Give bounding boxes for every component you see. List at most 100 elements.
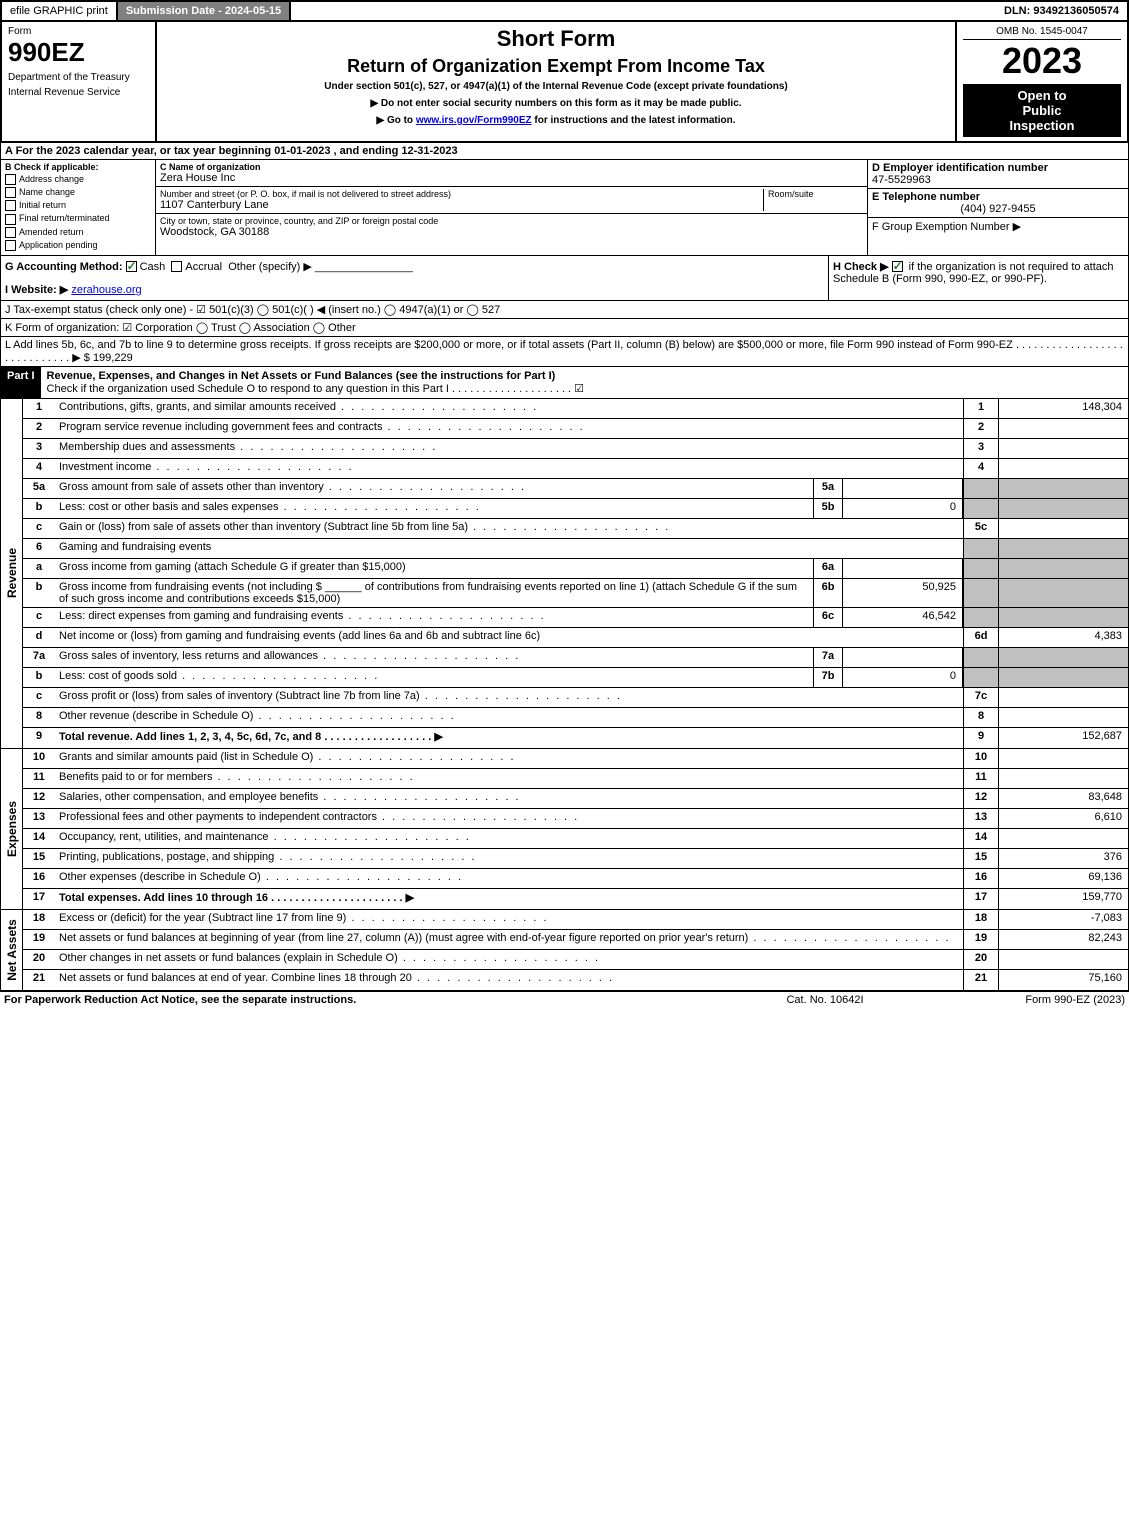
- checkbox-initial-return[interactable]: Initial return: [5, 200, 151, 211]
- phone-value: (404) 927-9455: [872, 203, 1124, 215]
- line-12-value: 83,648: [998, 789, 1128, 808]
- instruction-link: ▶ Go to www.irs.gov/Form990EZ for instru…: [163, 115, 949, 126]
- line-6b-value: 50,925: [843, 579, 963, 607]
- line-15-value: 376: [998, 849, 1128, 868]
- room-suite-label: Room/suite: [763, 189, 863, 211]
- info-block: B Check if applicable: Address change Na…: [0, 160, 1129, 256]
- street-address: 1107 Canterbury Lane: [160, 199, 763, 211]
- row-l-text: L Add lines 5b, 6c, and 7b to line 9 to …: [5, 339, 1123, 364]
- line-6-text: Gaming and fundraising events: [55, 539, 963, 558]
- expenses-section: Expenses 10Grants and similar amounts pa…: [0, 749, 1129, 910]
- row-k: K Form of organization: ☑ Corporation ◯ …: [0, 319, 1129, 337]
- checkbox-amended-return[interactable]: Amended return: [5, 227, 151, 238]
- line-19-text: Net assets or fund balances at beginning…: [55, 930, 963, 949]
- form-number: 990EZ: [8, 37, 149, 68]
- netassets-side-label: Net Assets: [5, 919, 19, 981]
- section-a: A For the 2023 calendar year, or tax yea…: [0, 143, 1129, 160]
- footer-left: For Paperwork Reduction Act Notice, see …: [4, 994, 725, 1006]
- part-1-header: Part I Revenue, Expenses, and Changes in…: [0, 367, 1129, 399]
- checkbox-name-change[interactable]: Name change: [5, 187, 151, 198]
- line-21-value: 75,160: [998, 970, 1128, 990]
- dln-label: DLN: 93492136050574: [996, 2, 1127, 20]
- line-13-value: 6,610: [998, 809, 1128, 828]
- section-a-text: A For the 2023 calendar year, or tax yea…: [5, 145, 458, 157]
- line-20-text: Other changes in net assets or fund bala…: [55, 950, 963, 969]
- line-9-value: 152,687: [998, 728, 1128, 748]
- line-5a-text: Gross amount from sale of assets other t…: [55, 479, 813, 498]
- short-form-title: Short Form: [163, 26, 949, 52]
- org-name: Zera House Inc: [160, 172, 863, 184]
- line-12-text: Salaries, other compensation, and employ…: [55, 789, 963, 808]
- line-6c-value: 46,542: [843, 608, 963, 627]
- row-i: I Website: ▶ zerahouse.org: [5, 283, 824, 296]
- part-1-label: Part I: [1, 367, 41, 398]
- instr-pre: ▶ Go to: [376, 115, 415, 126]
- revenue-side-label: Revenue: [5, 548, 19, 598]
- checkbox-address-change[interactable]: Address change: [5, 174, 151, 185]
- row-h: H Check ▶ if the organization is not req…: [828, 256, 1128, 300]
- open-line1: Open to: [967, 88, 1117, 103]
- line-7a-text: Gross sales of inventory, less returns a…: [55, 648, 813, 667]
- efile-label[interactable]: efile GRAPHIC print: [2, 2, 118, 20]
- website-label: I Website: ▶: [5, 284, 68, 296]
- revenue-section: Revenue 1Contributions, gifts, grants, a…: [0, 399, 1129, 749]
- part-1-sub: Check if the organization used Schedule …: [47, 383, 585, 395]
- row-l: L Add lines 5b, 6c, and 7b to line 9 to …: [0, 337, 1129, 367]
- expenses-side-label: Expenses: [5, 801, 19, 857]
- instr-post: for instructions and the latest informat…: [532, 115, 736, 126]
- line-21-text: Net assets or fund balances at end of ye…: [55, 970, 963, 990]
- open-line2: Public: [967, 103, 1117, 118]
- open-inspection-box: Open to Public Inspection: [963, 84, 1121, 137]
- instruction-ssn: ▶ Do not enter social security numbers o…: [163, 98, 949, 109]
- other-specify: Other (specify) ▶: [228, 261, 312, 273]
- line-10-text: Grants and similar amounts paid (list in…: [55, 749, 963, 768]
- line-11-text: Benefits paid to or for members: [55, 769, 963, 788]
- ein-label: D Employer identification number: [872, 162, 1048, 174]
- website-link[interactable]: zerahouse.org: [71, 284, 141, 296]
- part-1-title: Revenue, Expenses, and Changes in Net As…: [47, 370, 556, 382]
- line-18-text: Excess or (deficit) for the year (Subtra…: [55, 910, 963, 929]
- dept-irs: Internal Revenue Service: [8, 87, 149, 98]
- form-header: Form 990EZ Department of the Treasury In…: [0, 22, 1129, 143]
- irs-link[interactable]: www.irs.gov/Form990EZ: [416, 115, 532, 126]
- page-footer: For Paperwork Reduction Act Notice, see …: [0, 991, 1129, 1008]
- checkbox-accrual[interactable]: [171, 261, 182, 272]
- line-4-text: Investment income: [55, 459, 963, 478]
- checkbox-schedule-b[interactable]: [892, 261, 903, 272]
- accounting-method: G Accounting Method: Cash Accrual Other …: [5, 260, 824, 273]
- address-label: Number and street (or P. O. box, if mail…: [160, 189, 763, 199]
- checkbox-cash[interactable]: [126, 261, 137, 272]
- ein-value: 47-5529963: [872, 174, 931, 186]
- line-5c-text: Gain or (loss) from sale of assets other…: [55, 519, 963, 538]
- city-label: City or town, state or province, country…: [160, 216, 863, 226]
- col-b-title: B Check if applicable:: [5, 162, 99, 172]
- gross-receipts-amount: 199,229: [93, 352, 133, 364]
- line-13-text: Professional fees and other payments to …: [55, 809, 963, 828]
- line-19-value: 82,243: [998, 930, 1128, 949]
- org-name-label: C Name of organization: [160, 162, 261, 172]
- dept-treasury: Department of the Treasury: [8, 72, 149, 83]
- line-1-text: Contributions, gifts, grants, and simila…: [55, 399, 963, 418]
- line-7c-text: Gross profit or (loss) from sales of inv…: [55, 688, 963, 707]
- line-5b-text: Less: cost or other basis and sales expe…: [55, 499, 813, 518]
- line-14-text: Occupancy, rent, utilities, and maintena…: [55, 829, 963, 848]
- checkbox-application-pending[interactable]: Application pending: [5, 240, 151, 251]
- subtitle: Under section 501(c), 527, or 4947(a)(1)…: [163, 81, 949, 92]
- form-label: Form: [8, 26, 149, 37]
- line-6d-value: 4,383: [998, 628, 1128, 647]
- line-15-text: Printing, publications, postage, and shi…: [55, 849, 963, 868]
- h-label: H Check ▶: [833, 261, 889, 273]
- footer-cat-no: Cat. No. 10642I: [725, 994, 925, 1006]
- phone-label: E Telephone number: [872, 191, 980, 203]
- open-line3: Inspection: [967, 118, 1117, 133]
- checkbox-final-return[interactable]: Final return/terminated: [5, 213, 151, 224]
- line-9-text: Total revenue. Add lines 1, 2, 3, 4, 5c,…: [55, 728, 963, 748]
- group-exemption-label: F Group Exemption Number ▶: [868, 218, 1128, 235]
- line-7b-text: Less: cost of goods sold: [55, 668, 813, 687]
- line-8-text: Other revenue (describe in Schedule O): [55, 708, 963, 727]
- net-assets-section: Net Assets 18Excess or (deficit) for the…: [0, 910, 1129, 991]
- column-b: B Check if applicable: Address change Na…: [1, 160, 156, 255]
- submission-date: Submission Date - 2024-05-15: [118, 2, 291, 20]
- line-6a-text: Gross income from gaming (attach Schedul…: [55, 559, 813, 578]
- line-7b-value: 0: [843, 668, 963, 687]
